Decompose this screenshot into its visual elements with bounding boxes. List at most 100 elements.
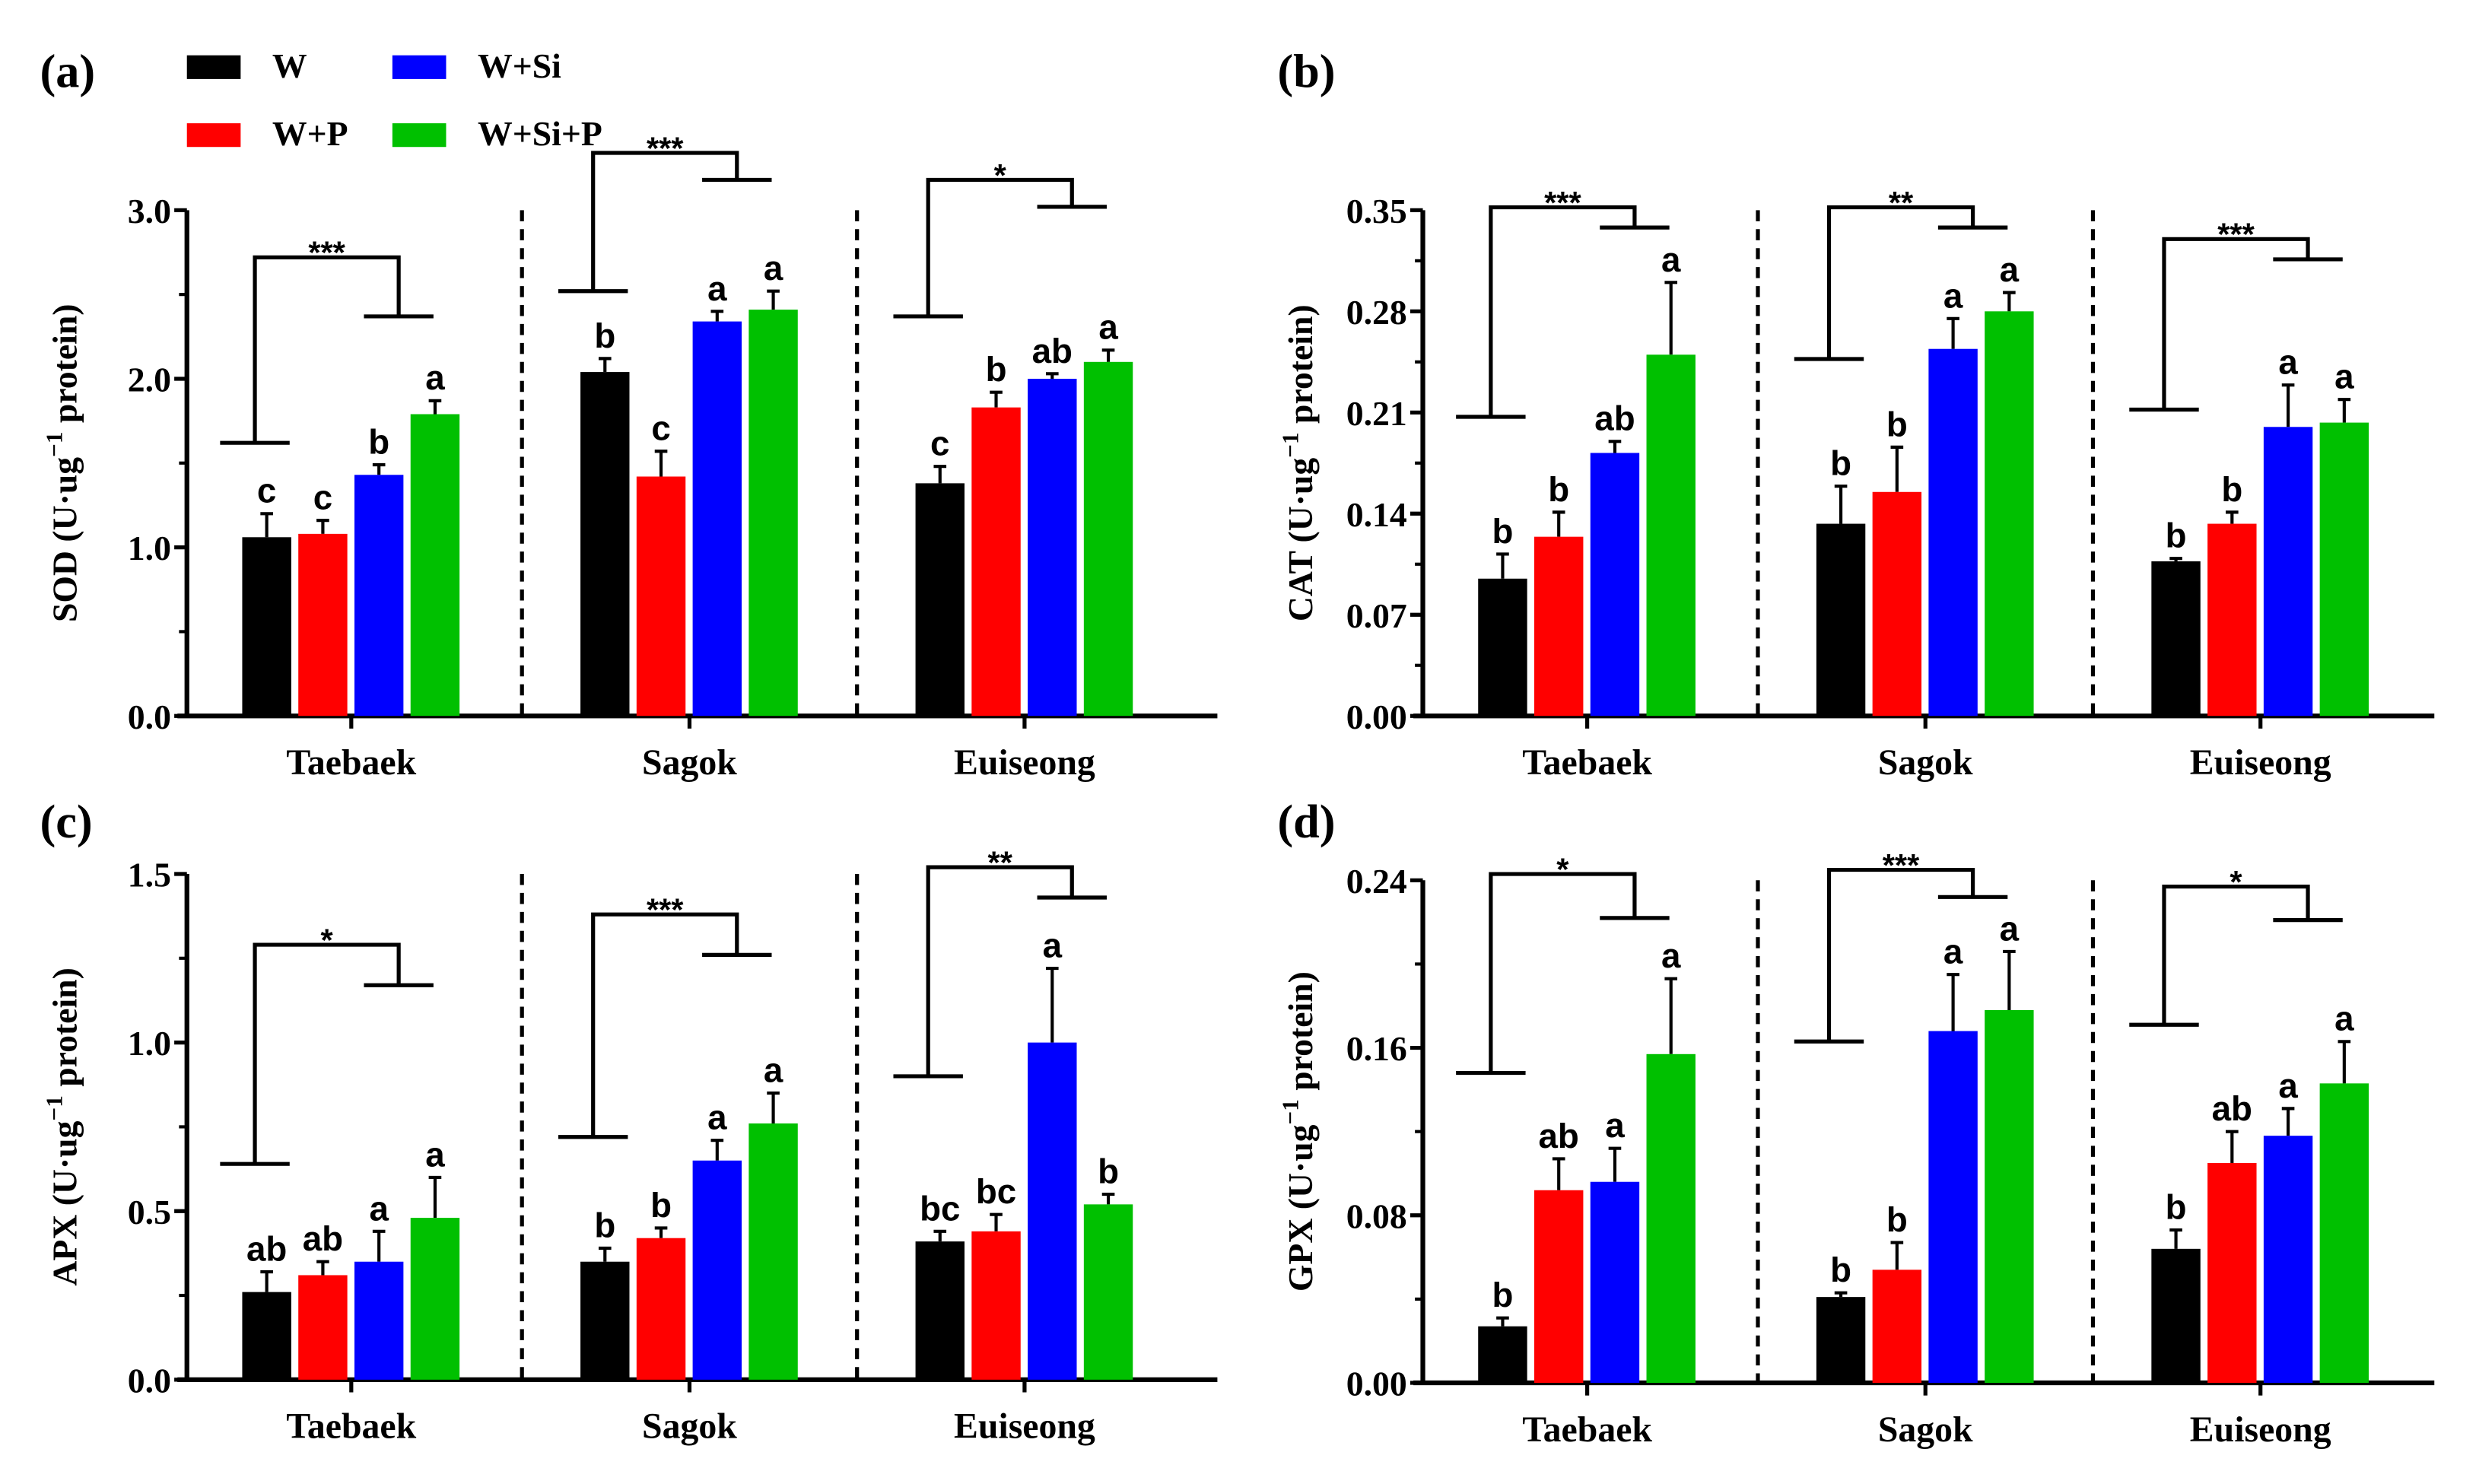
bar-w-si-p	[748, 1123, 798, 1380]
y-tick-label: 1.0	[128, 1024, 171, 1063]
panel-b: (b) 0.00 0.07 0.14 0.21 0.28 0.35 CAT (U·ug−1 p…	[1276, 45, 2435, 783]
y-axis-label: CAT (U·ug−1 protein)	[1276, 304, 1320, 621]
significance-bracket	[220, 942, 434, 1166]
significance-letter: a	[2334, 999, 2354, 1038]
bar-w-si-p	[1646, 1053, 1696, 1384]
y-tick-label: 0.16	[1346, 1029, 1407, 1068]
significance-bracket	[893, 865, 1107, 1079]
bar-w-p	[298, 1275, 348, 1380]
y-label-text: protein)	[1281, 971, 1320, 1099]
significance-letter: a	[2334, 357, 2354, 396]
legend-swatch-w	[186, 55, 241, 79]
significance-letter: b	[2166, 1188, 2187, 1227]
significance-stars: ***	[647, 891, 684, 927]
y-label-text: SOD (U·ug	[45, 457, 84, 622]
significance-letter: a	[764, 249, 783, 288]
y-label-superscript: −1	[1276, 432, 1303, 457]
bar-w-si	[1590, 453, 1640, 717]
significance-letter: a	[1661, 936, 1681, 975]
significance-bracket	[1794, 867, 2008, 1044]
bar-w-p	[2207, 523, 2257, 717]
y-tick-label: 0.14	[1346, 495, 1407, 534]
significance-letter: b	[1830, 1250, 1851, 1289]
bar-w-si-p	[1985, 1009, 2034, 1384]
significance-bracket	[2129, 884, 2343, 1027]
panel-a: (a) 0.0 1.0 2.0 3.0 SOD (U·ug−1 protein) Taeba…	[40, 45, 1218, 783]
y-tick-label: 0.21	[1346, 394, 1407, 433]
y-tick-label: 0.00	[1346, 1365, 1407, 1403]
bar-w-si	[2263, 1136, 2313, 1384]
y-tick-label: 3.0	[128, 192, 171, 230]
y-tick-label: 0.28	[1346, 293, 1407, 332]
significance-letter: b	[594, 1206, 615, 1244]
y-tick-label: 0.0	[128, 698, 171, 736]
significance-letter: ab	[1539, 1117, 1579, 1155]
x-tick-label: Sagok	[1878, 742, 1973, 783]
significance-letter: b	[650, 1186, 672, 1225]
x-tick-label: Euiseong	[954, 742, 1095, 783]
bar-w-p	[2207, 1162, 2257, 1384]
y-tick-label: 0.07	[1346, 596, 1407, 635]
significance-letter: b	[1886, 405, 1908, 443]
significance-bracket	[220, 255, 434, 445]
y-label-superscript: −1	[1276, 1099, 1303, 1124]
bar-w-p	[1872, 1270, 1922, 1384]
bar-w-si	[354, 475, 404, 717]
bar-w	[1816, 523, 1866, 717]
bar-w-si-p	[2319, 422, 2369, 717]
x-tick-label: Sagok	[642, 1406, 737, 1447]
significance-letter: ab	[1594, 399, 1635, 438]
significance-letter: a	[1043, 926, 1063, 965]
x-tick-label: Euiseong	[954, 1406, 1095, 1447]
bar-w	[915, 483, 965, 717]
significance-letter: bc	[920, 1189, 960, 1228]
significance-letter: ab	[246, 1229, 287, 1268]
significance-letter: ab	[2212, 1089, 2252, 1128]
y-tick-label: 0.0	[128, 1361, 171, 1400]
significance-letter: b	[1548, 470, 1569, 509]
x-tick-label: Sagok	[1878, 1409, 1973, 1450]
significance-letter: c	[651, 409, 670, 448]
x-tick-label: Euiseong	[2190, 742, 2331, 783]
significance-letter: a	[707, 269, 727, 308]
panel-label: (c)	[40, 796, 92, 848]
bar-w-si	[1928, 1031, 1978, 1384]
significance-letter: a	[2278, 343, 2298, 382]
panel-c: (c) 0.0 0.5 1.0 1.5 APX (U·ug−1 protein) Taeba…	[40, 796, 1218, 1447]
significance-letter: b	[2166, 516, 2187, 555]
significance-bracket	[1456, 205, 1670, 419]
y-label-text: protein)	[45, 968, 84, 1095]
significance-stars: *	[1556, 851, 1569, 887]
bar-w	[1816, 1297, 1866, 1384]
significance-letter: a	[1605, 1106, 1625, 1145]
significance-bracket	[558, 151, 772, 294]
y-label-superscript: −1	[41, 1095, 68, 1120]
significance-letter: c	[930, 424, 949, 463]
significance-letter: a	[1098, 308, 1118, 347]
bar-w-p	[1533, 536, 1584, 717]
legend: W W+P W+Si W+Si+P	[186, 46, 602, 153]
bar-w-si-p	[1083, 361, 1133, 717]
y-label-superscript: −1	[41, 432, 68, 457]
bar-w	[580, 1261, 630, 1380]
significance-letter: a	[425, 358, 445, 397]
significance-stars: ***	[308, 235, 345, 271]
significance-stars: **	[988, 844, 1013, 880]
legend-label: W+Si	[478, 46, 561, 85]
legend-label: W	[272, 46, 307, 85]
significance-letter: a	[2000, 909, 2020, 948]
significance-letter: c	[313, 478, 332, 517]
significance-letter: b	[2221, 470, 2242, 509]
significance-letter: b	[1886, 1200, 1908, 1239]
y-label-text: GPX (U·ug	[1281, 1124, 1320, 1292]
significance-bracket	[1456, 872, 1670, 1076]
legend-label: W+Si+P	[478, 114, 602, 153]
significance-letter: bc	[976, 1172, 1016, 1211]
panel-d: (d) 0.00 0.08 0.16 0.24 GPX (U·ug−1 protein) T…	[1276, 796, 2435, 1450]
legend-label: W+P	[272, 114, 348, 153]
y-tick-label: 0.00	[1346, 698, 1407, 736]
significance-letter: a	[1661, 240, 1681, 279]
significance-letter: a	[1943, 276, 1963, 315]
bar-w-si	[1590, 1181, 1640, 1384]
y-tick-label: 1.0	[128, 529, 171, 567]
